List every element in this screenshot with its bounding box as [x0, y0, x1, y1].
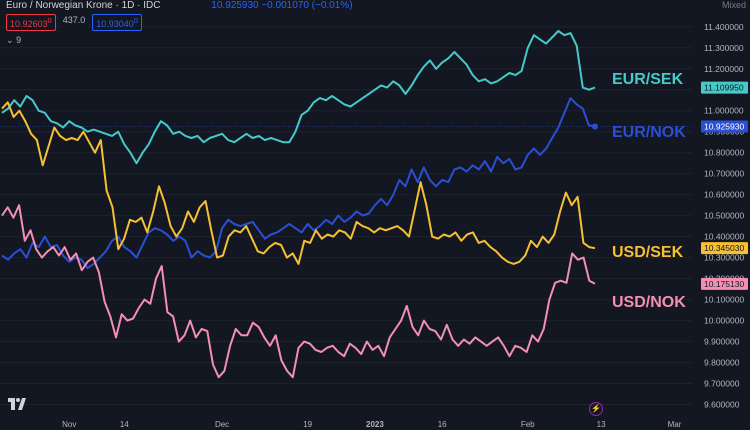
- x-tick-label: 2023: [366, 420, 384, 429]
- flash-icon[interactable]: ⚡: [589, 402, 603, 416]
- spread-value: 437.0: [59, 14, 89, 31]
- last-price-labels: 11.109950 10.925930 10.345030 10.175130: [701, 81, 748, 290]
- series-name-eur-sek: EUR/SEK: [612, 71, 684, 88]
- series-name-usd-sek: USD/SEK: [612, 244, 684, 261]
- y-tick-label: 9.900000: [704, 337, 740, 347]
- quote-change: 10.925930 −0.001070 (−0.01%): [211, 0, 353, 11]
- indicator-count: 9: [16, 35, 22, 45]
- bid-value: 10.92603: [10, 19, 48, 29]
- y-tick-label: 11.000000: [704, 106, 744, 116]
- bid-price[interactable]: 10.926030: [6, 14, 56, 31]
- y-tick-label: 10.300000: [704, 253, 744, 263]
- y-tick-label: 9.600000: [704, 400, 740, 410]
- x-tick-label: 19: [303, 420, 312, 429]
- last-point-marker: [592, 123, 598, 130]
- symbol-title[interactable]: Euro / Norwegian Krone · 1D · IDC: [6, 0, 161, 11]
- x-tick-label: Feb: [521, 420, 535, 429]
- series-name-eur-nok: EUR/NOK: [612, 124, 686, 141]
- y-tick-label: 9.800000: [704, 358, 740, 368]
- x-axis: Nov 14 Dec 19 2023 16 Feb 13 Mar: [62, 420, 682, 429]
- series-line-usd-nok: [1, 204, 596, 379]
- last-price-label: 10.175130: [704, 279, 744, 289]
- y-axis: 9.600000 9.700000 9.800000 9.900000 10.00000…: [704, 22, 744, 410]
- last-price-label: 10.345030: [704, 243, 744, 253]
- x-tick-label: Nov: [62, 420, 76, 429]
- bid-ask-row: 10.926030 437.0 10.930400: [6, 14, 142, 31]
- price-scale-mode[interactable]: Mixed: [721, 0, 746, 10]
- y-tick-label: 10.100000: [704, 295, 744, 305]
- collapse-indicators-button[interactable]: ⌄ 9: [6, 35, 21, 46]
- last-price-bg: [701, 81, 748, 94]
- x-tick-label: 16: [438, 420, 447, 429]
- y-tick-label: 10.800000: [704, 148, 744, 158]
- last-price-label: 11.109950: [704, 83, 744, 93]
- last-price-bg: [701, 242, 748, 255]
- y-tick-label: 10.600000: [704, 190, 744, 200]
- y-tick-label: 9.700000: [704, 379, 740, 389]
- chevron-down-icon: ⌄: [6, 35, 14, 45]
- bid-superscript: 0: [47, 16, 52, 25]
- series-names: EUR/SEK EUR/NOK USD/SEK USD/NOK: [612, 71, 686, 311]
- x-tick-label: 14: [120, 420, 129, 429]
- chart-grid: [0, 26, 692, 406]
- series-name-usd-nok: USD/NOK: [612, 294, 686, 311]
- ask-price[interactable]: 10.930400: [92, 14, 142, 31]
- x-tick-label: Dec: [215, 420, 229, 429]
- x-tick-label: Mar: [668, 420, 682, 429]
- y-tick-label: 11.300000: [704, 43, 744, 53]
- x-tick-label: 13: [597, 420, 606, 429]
- series-line-eur-nok: [1, 97, 596, 270]
- tradingview-logo-icon: [8, 398, 26, 410]
- ask-superscript: 0: [133, 16, 138, 25]
- last-price-label: 10.925930: [704, 121, 744, 131]
- y-tick-label: 10.400000: [704, 232, 744, 242]
- chart-series: [1, 30, 598, 379]
- y-tick-label: 11.400000: [704, 22, 744, 32]
- last-price-bg: [701, 277, 748, 290]
- series-line-eur-sek: [1, 30, 596, 165]
- last-price-bg: [701, 120, 748, 133]
- chart-header: Euro / Norwegian Krone · 1D · IDC 10.925…: [6, 0, 353, 11]
- series-line-usd-sek: [1, 101, 596, 265]
- ask-value: 10.93040: [96, 19, 134, 29]
- y-tick-label: 11.200000: [704, 64, 744, 74]
- y-tick-label: 10.700000: [704, 169, 744, 179]
- y-tick-label: 10.500000: [704, 211, 744, 221]
- y-tick-label: 10.000000: [704, 316, 744, 326]
